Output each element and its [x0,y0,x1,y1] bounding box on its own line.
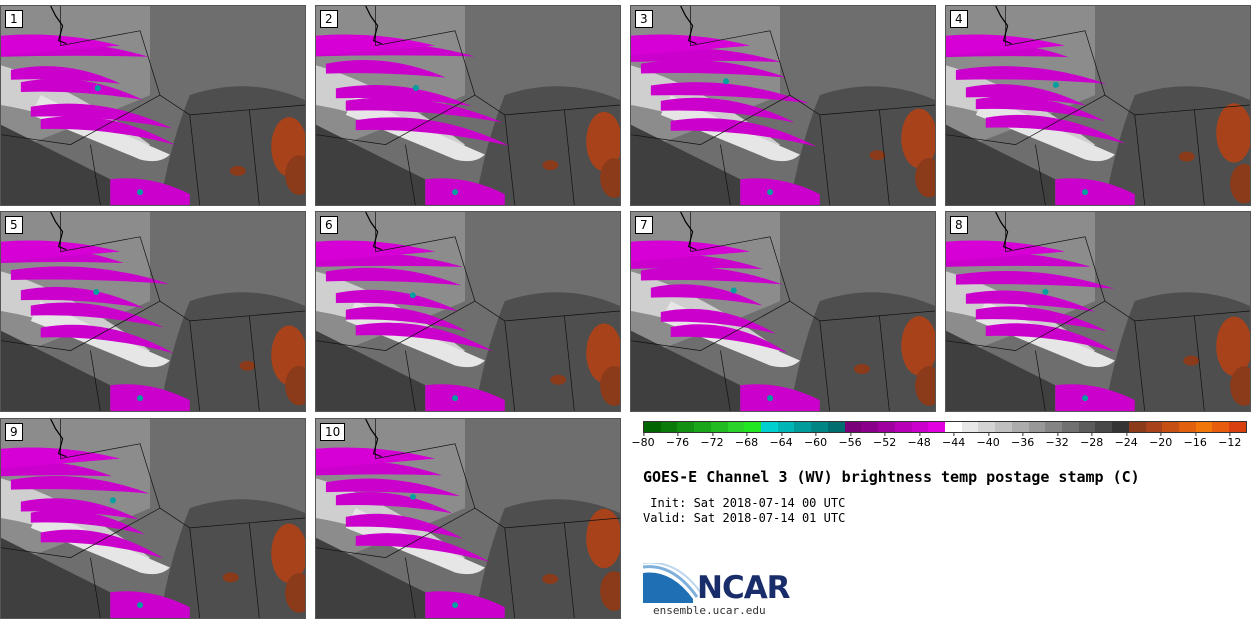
colorbar-swatch [761,422,778,432]
colorbar-swatch [1045,422,1062,432]
colorbar-swatch [827,422,845,432]
colorbar-swatch [1011,422,1029,432]
postage-stamp-panel: 4 [945,5,1251,206]
colorbar-tick-label: −12 [1218,433,1242,449]
colorbar-ticks: −80 −76 −72 −68 −64 −60 −56 −52 −48 −44 −40 −36 −32−… [631,433,1247,456]
colorbar-swatch [1061,422,1079,432]
postage-stamp-panel: 3 [630,5,936,206]
logo-site: ensemble.ucar.edu [653,604,766,617]
colorbar-tick-label: −76 [665,433,690,449]
panel-number: 3 [635,10,653,28]
colorbar-swatch [811,422,828,432]
colorbar-tick-label: −64 [769,433,793,449]
wv-map [316,419,620,618]
wv-map [1,419,305,618]
logo-text: NCAR [697,570,791,606]
colorbar-tick-label: −72 [700,433,724,449]
wv-map [946,212,1250,411]
panel-number: 5 [5,216,23,234]
colorbar-swatch [777,422,795,432]
colorbar-tick-label: −36 [1011,433,1035,449]
valid-time: Valid: Sat 2018-07-14 01 UTC [643,511,846,525]
postage-stamp-panel: 1 [0,5,306,206]
wv-map [631,6,935,205]
colorbar-tick-label: −68 [734,433,759,449]
panel-number: 1 [5,10,23,28]
wv-map [1,212,305,411]
postage-stamp-panel: 6 [315,211,621,412]
colorbar-tick-label: −48 [907,433,931,449]
colorbar-tick-label: −56 [838,433,862,449]
figure-title: GOES-E Channel 3 (WV) brightness temp po… [643,468,1140,486]
colorbar-swatch [911,422,929,432]
panel-number: 4 [950,10,968,28]
colorbar-swatch [878,422,895,432]
wv-map [631,212,935,411]
colorbar-swatch [1078,422,1096,432]
colorbar-swatch [961,422,979,432]
wv-map [1,6,305,205]
colorbar-swatch [1195,422,1213,432]
colorbar-tick-label: −60 [803,433,828,449]
panel-number: 9 [5,423,23,441]
colorbar-swatch [727,422,745,432]
wv-map [316,6,620,205]
colorbar-swatch [928,422,945,432]
init-time: Init: Sat 2018-07-14 00 UTC [643,496,846,510]
colorbar-tick-label: −20 [1149,433,1173,449]
colorbar-tick-label: −80 [631,433,655,449]
colorbar-swatch [677,422,695,432]
postage-stamp-panel: 10 [315,418,621,619]
colorbar-swatch [995,422,1012,432]
colorbar-tick-label: −28 [1080,433,1104,449]
colorbar-swatch [794,422,812,432]
colorbar-tick-label: −52 [872,433,897,449]
panel-number: 10 [320,423,346,441]
ncar-arc-logo-icon [643,563,702,603]
colorbar-swatch [1112,422,1129,432]
wv-map [946,6,1250,205]
colorbar-tick-label: −24 [1114,433,1138,449]
colorbar-swatch [944,422,962,432]
panel-number: 2 [320,10,338,28]
wv-map [316,212,620,411]
colorbar-swatch [1028,422,1046,432]
colorbar-swatch [660,422,678,432]
colorbar-swatch [1162,422,1179,432]
colorbar-swatch [644,422,661,432]
postage-stamp-panel: 5 [0,211,306,412]
colorbar-swatch [710,422,728,432]
colorbar-swatch [744,422,762,432]
colorbar-tick-label: −32 [1045,433,1069,449]
colorbar-swatch [1212,422,1230,432]
colorbar-swatch [894,422,912,432]
postage-stamp-panel: 7 [630,211,936,412]
panel-number: 6 [320,216,338,234]
colorbar-swatch [1229,422,1246,432]
panel-number: 7 [635,216,653,234]
colorbar-swatch [844,422,862,432]
colorbar-tick-label: −44 [942,433,966,449]
colorbar-swatch [1145,422,1163,432]
colorbar-swatch [978,422,996,432]
colorbar-swatch [694,422,711,432]
panel-number: 8 [950,216,968,234]
colorbar-tick-label: −40 [976,433,1000,449]
colorbar-tick-label: −16 [1183,433,1207,449]
colorbar-swatch [1179,422,1196,432]
colorbar-swatch [1095,422,1113,432]
colorbar-swatch [861,422,879,432]
colorbar [643,421,1247,433]
colorbar-swatch [1128,422,1146,432]
postage-stamp-panel: 2 [315,5,621,206]
postage-stamp-panel: 9 [0,418,306,619]
postage-stamp-panel: 8 [945,211,1251,412]
